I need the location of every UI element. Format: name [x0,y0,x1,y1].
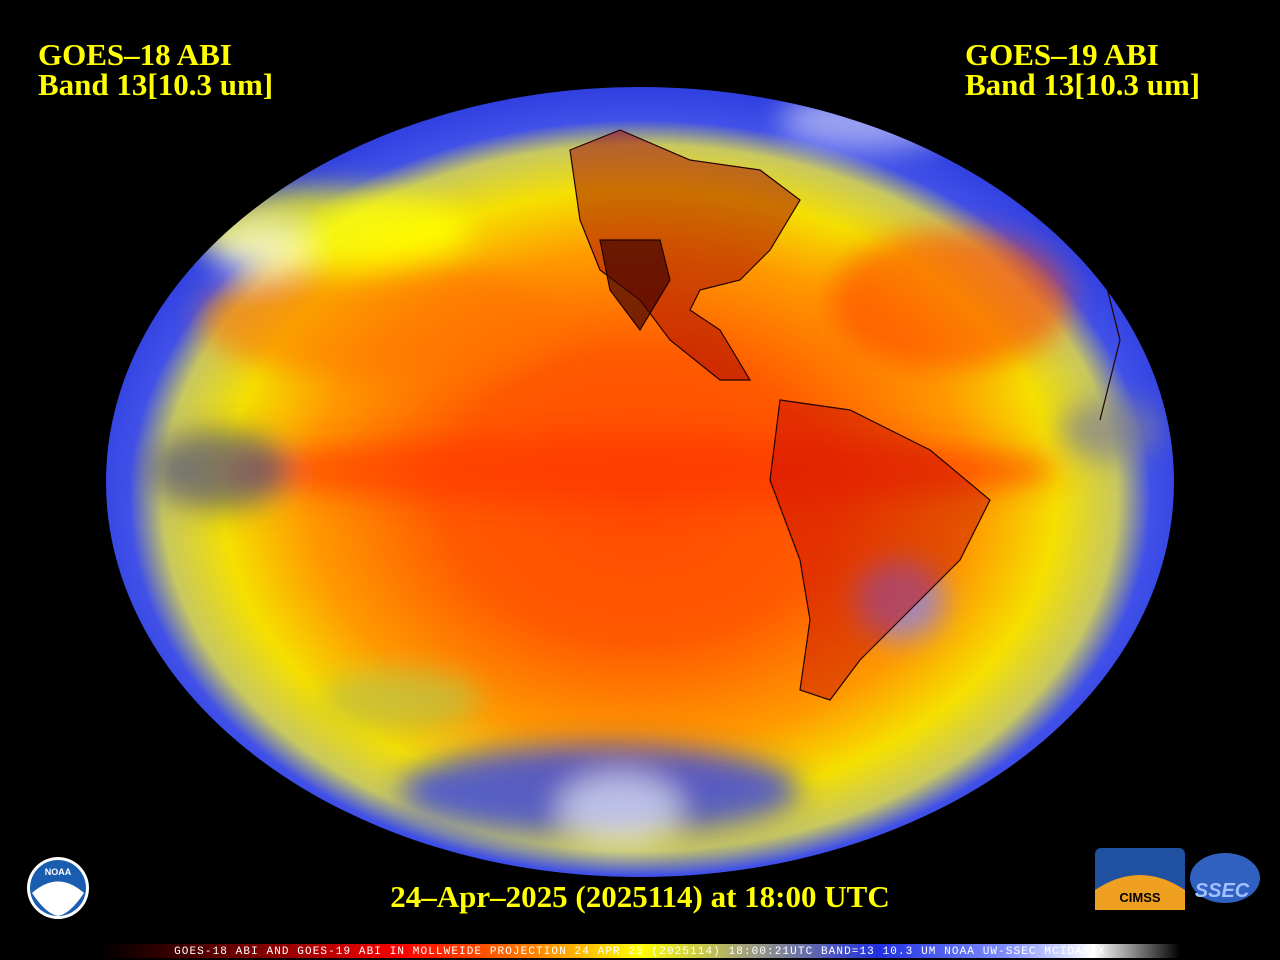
band-name: Band 13[10.3 um] [38,67,274,102]
satellite-name: GOES–18 ABI [38,37,232,72]
right-title: GOES–19 ABI Band 13[10.3 um] [965,37,1201,102]
timestamp: 24–Apr–2025 (2025114) at 18:00 UTC [390,879,890,914]
ssec-logo: SSEC [1190,853,1260,903]
logo-text: SSEC [1195,880,1250,902]
left-title: GOES–18 ABI Band 13[10.3 um] [38,37,274,102]
cimss-logo: CIMSS [1095,848,1185,910]
band-name: Band 13[10.3 um] [965,67,1201,102]
caption: GOES-18 ABI AND GOES-19 ABI IN MOLLWEIDE… [174,946,1106,958]
logo-text: NOAA [45,867,72,877]
logo-text: CIMSS [1119,890,1161,905]
color-bar [100,944,1180,958]
continents [569,129,1121,701]
satellite-name: GOES–19 ABI [965,37,1159,72]
noaa-logo: NOAA [27,857,89,919]
